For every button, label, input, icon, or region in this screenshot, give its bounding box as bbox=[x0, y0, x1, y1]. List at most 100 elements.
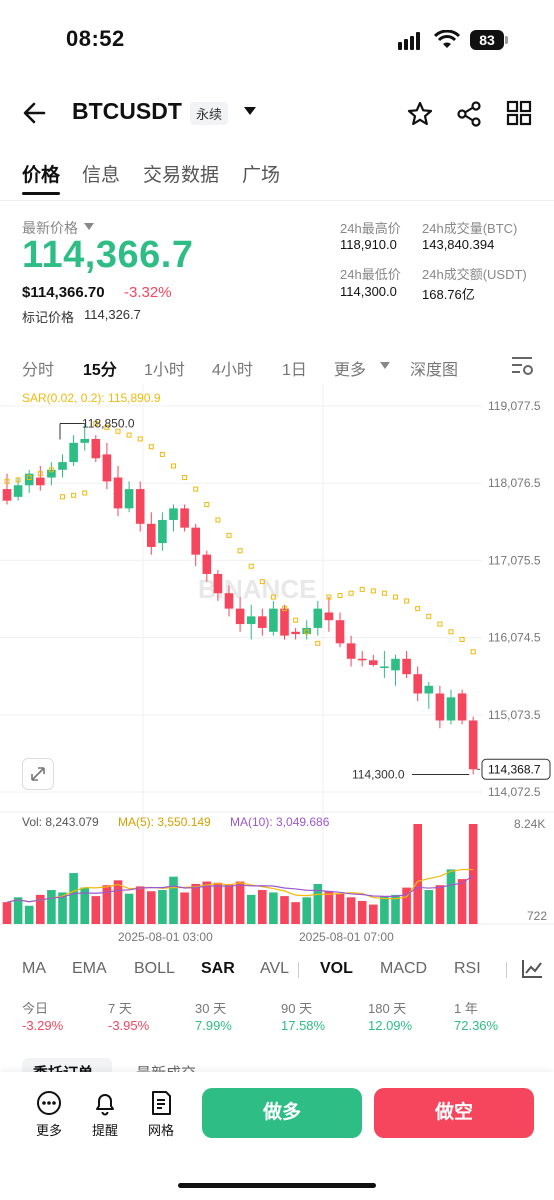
sar-dot bbox=[137, 436, 143, 442]
chart-settings-icon[interactable] bbox=[510, 354, 534, 376]
battery-indicator: 83 bbox=[470, 30, 504, 50]
volume-usdt: 168.76亿 bbox=[422, 287, 475, 302]
more-menu-icon[interactable] bbox=[36, 1090, 62, 1116]
favorite-star-icon[interactable] bbox=[406, 100, 434, 128]
battery-tip bbox=[505, 36, 508, 44]
long-button[interactable]: 做多 bbox=[202, 1088, 362, 1138]
indicator-ema[interactable]: EMA bbox=[72, 960, 107, 977]
share-icon[interactable] bbox=[456, 100, 484, 128]
indicator-boll[interactable]: BOLL bbox=[134, 960, 175, 977]
sar-dot bbox=[115, 428, 121, 434]
grid-strategy-icon[interactable] bbox=[149, 1090, 173, 1116]
indicator-divider bbox=[298, 962, 299, 978]
more-dropdown-icon[interactable] bbox=[380, 362, 390, 369]
indicator-sar[interactable]: SAR bbox=[201, 960, 235, 977]
volume-bar bbox=[169, 876, 178, 924]
price-axis-label: 115,073.5 bbox=[488, 708, 541, 722]
candle-body bbox=[402, 658, 411, 675]
depth-chart-tab[interactable]: 深度图 bbox=[410, 362, 459, 379]
volume-bar bbox=[213, 882, 223, 924]
back-arrow-icon[interactable] bbox=[22, 100, 48, 126]
tab-info[interactable]: 信息 bbox=[82, 165, 121, 186]
interval-1h[interactable]: 1小时 bbox=[144, 362, 185, 379]
indicator-macd[interactable]: MACD bbox=[380, 960, 428, 977]
sar-dot bbox=[315, 640, 321, 646]
candle-body bbox=[468, 720, 478, 770]
candle-body bbox=[435, 693, 445, 721]
cellular-signal-icon bbox=[398, 32, 420, 50]
interval-1d[interactable]: 1日 bbox=[282, 362, 307, 379]
active-tab-underline bbox=[22, 192, 60, 195]
sar-dot bbox=[93, 421, 99, 427]
volume-bar bbox=[391, 894, 400, 924]
candle-body bbox=[158, 519, 167, 544]
sar-dot bbox=[259, 579, 265, 585]
candlestick-chart[interactable]: 119,077.5 118,076.5 117,075.5 116,074.5 115,… bbox=[0, 384, 554, 944]
alert-label[interactable]: 提醒 bbox=[92, 1123, 119, 1138]
volume-bar bbox=[202, 881, 212, 924]
interval-timeline[interactable]: 分时 bbox=[22, 362, 55, 379]
sar-dot bbox=[159, 451, 165, 457]
interval-4h[interactable]: 4小时 bbox=[212, 362, 253, 379]
volume-bar bbox=[13, 897, 23, 924]
symbol-dropdown-icon[interactable] bbox=[243, 106, 257, 116]
price-change: -3.32% bbox=[124, 284, 172, 301]
volume-bar bbox=[346, 897, 356, 924]
tab-price[interactable]: 价格 bbox=[22, 165, 61, 186]
sar-dot bbox=[459, 636, 465, 642]
indicator-rsi[interactable]: RSI bbox=[454, 960, 481, 977]
indicator-vol[interactable]: VOL bbox=[320, 960, 353, 977]
sar-dot bbox=[148, 444, 154, 450]
last-price-label[interactable]: 最新价格 bbox=[22, 220, 78, 236]
high-24h: 118,910.0 bbox=[340, 237, 397, 252]
last-price-dropdown-icon[interactable] bbox=[84, 223, 94, 230]
sar-dot bbox=[437, 621, 443, 627]
volume-axis-label: 722 bbox=[527, 909, 547, 923]
interval-more[interactable]: 更多 bbox=[334, 362, 367, 379]
symbol-title[interactable]: BTCUSDT bbox=[72, 98, 182, 124]
candle-body bbox=[335, 620, 345, 644]
performance-period-value: 12.09% bbox=[368, 1018, 413, 1033]
status-time: 08:52 bbox=[66, 26, 125, 51]
candle-body bbox=[47, 469, 56, 478]
volume-bar bbox=[335, 893, 345, 924]
tab-trading-data[interactable]: 交易数据 bbox=[143, 165, 220, 186]
volume-bar bbox=[180, 892, 189, 924]
candle-body bbox=[102, 454, 112, 482]
grid-layout-icon[interactable] bbox=[506, 100, 532, 126]
sar-dot bbox=[37, 471, 43, 477]
volume-bar bbox=[224, 883, 234, 924]
interval-15m[interactable]: 15分 bbox=[83, 362, 117, 379]
bell-icon[interactable] bbox=[92, 1090, 118, 1116]
candle-body bbox=[202, 554, 212, 574]
indicator-avl[interactable]: AVL bbox=[260, 960, 290, 977]
short-button[interactable]: 做空 bbox=[374, 1088, 534, 1138]
candle-body bbox=[191, 527, 200, 555]
performance-period-value: 72.36% bbox=[454, 1018, 499, 1033]
home-indicator bbox=[178, 1183, 376, 1188]
sar-dot bbox=[204, 502, 210, 508]
candle-body bbox=[80, 438, 89, 443]
more-label[interactable]: 更多 bbox=[36, 1123, 63, 1138]
tab-square[interactable]: 广场 bbox=[242, 165, 281, 186]
candle-body bbox=[91, 438, 101, 459]
indicator-chart-icon[interactable] bbox=[520, 958, 544, 980]
candle-body bbox=[147, 523, 156, 547]
volume-bar bbox=[457, 879, 467, 924]
performance-period-value: -3.95% bbox=[108, 1018, 150, 1033]
sar-dot bbox=[182, 475, 188, 481]
sar-dot bbox=[215, 517, 221, 523]
candle-body bbox=[224, 593, 234, 609]
perpetual-badge: 永续 bbox=[190, 102, 229, 125]
volume-bar bbox=[435, 885, 445, 924]
candle-body bbox=[357, 658, 367, 661]
candle-body bbox=[269, 608, 278, 632]
grid-label[interactable]: 网格 bbox=[148, 1123, 175, 1138]
indicator-ma[interactable]: MA bbox=[22, 960, 46, 977]
last-price-tag: 114,368.7 bbox=[488, 762, 541, 776]
volume-bar bbox=[158, 890, 167, 924]
fullscreen-button[interactable] bbox=[22, 758, 54, 790]
ma10-label: MA(10): 3,049.686 bbox=[230, 815, 330, 829]
volume-bar bbox=[291, 902, 300, 924]
volume-bar bbox=[269, 892, 278, 924]
